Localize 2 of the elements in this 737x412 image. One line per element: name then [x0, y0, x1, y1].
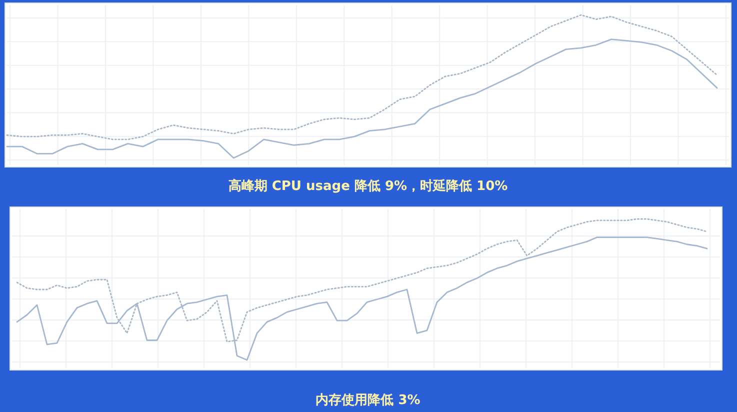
text: 高峰期 CPU usage 降低 9%，时延降低 10% [228, 178, 508, 194]
text: 内存使用降低 3% [316, 393, 420, 408]
